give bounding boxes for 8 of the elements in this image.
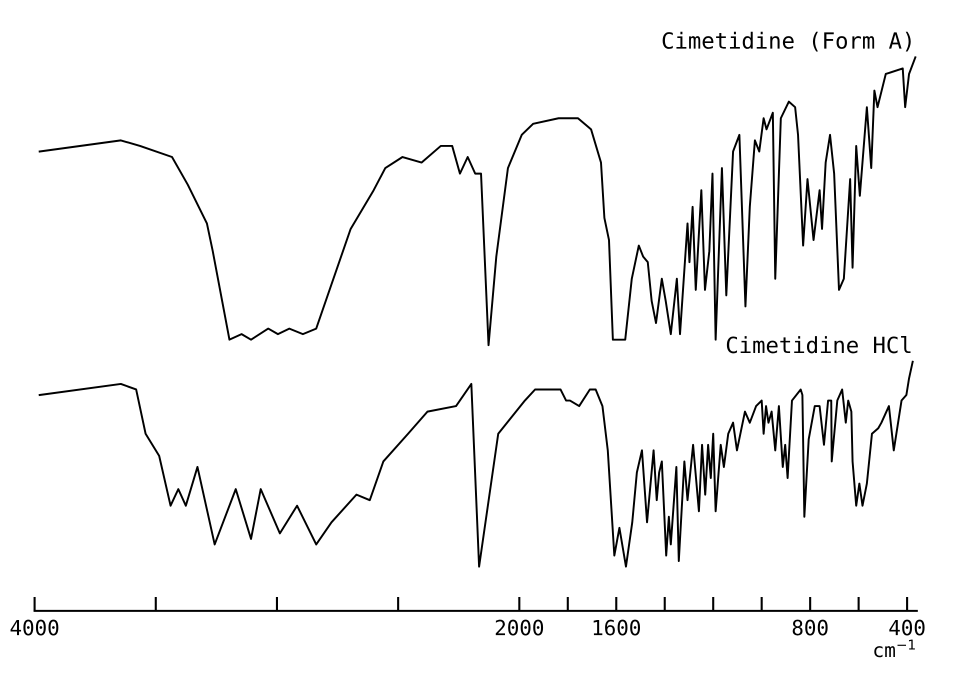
series-label: Cimetidine HCl	[726, 336, 911, 354]
x-tick-label: 400	[889, 620, 925, 636]
x-tick-label: 800	[792, 620, 828, 636]
x-tick-label: 2000	[496, 620, 544, 636]
x-tick-label: 1600	[594, 620, 640, 636]
x-tick-label: 4000	[10, 620, 58, 636]
x-axis-title: cm$^{−1}$	[874, 640, 915, 658]
series-label: Cimetidine (Form A)	[662, 32, 911, 52]
